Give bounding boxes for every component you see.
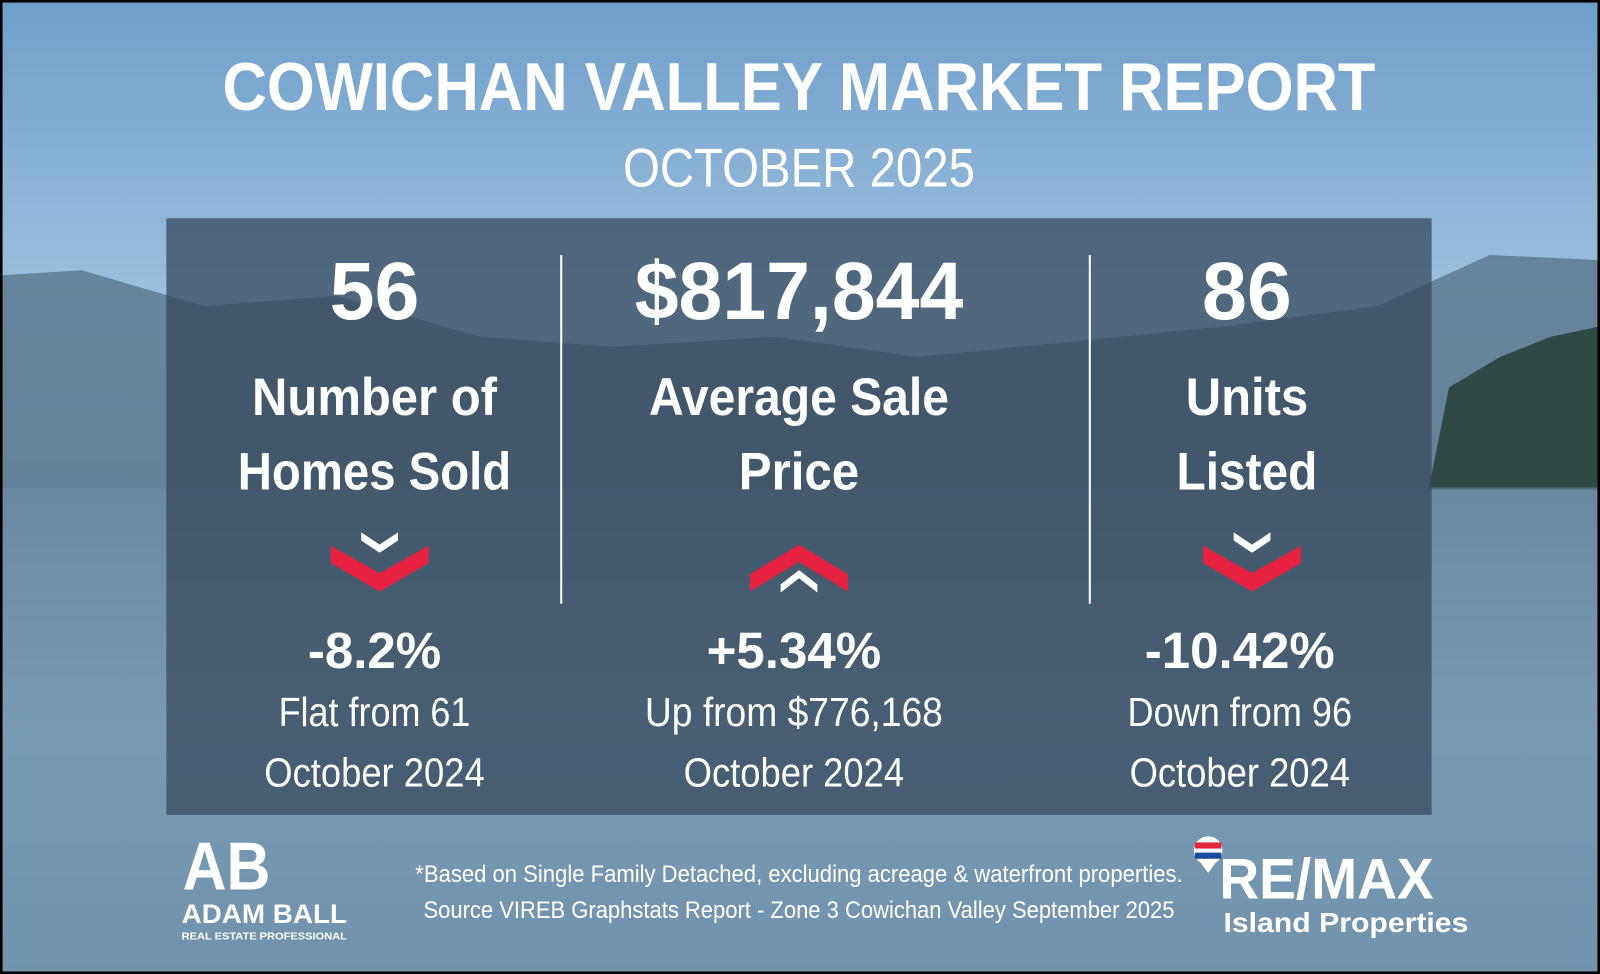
- stat-note: October 2024: [684, 749, 904, 795]
- down-arrow: [1203, 545, 1302, 592]
- brokerage-name: Island Properties: [1223, 907, 1468, 938]
- agent-logo: AB: [183, 829, 271, 904]
- stat-value: 56: [330, 246, 420, 337]
- down-arrow: [1233, 532, 1271, 553]
- disclaimer: *Based on Single Family Detached, exclud…: [415, 861, 1182, 888]
- stat-label: Units: [1186, 368, 1308, 427]
- stat-label: Price: [739, 443, 859, 502]
- disclaimer: Source VIREB Graphstats Report - Zone 3 …: [423, 897, 1174, 924]
- stat-label: Homes Sold: [238, 443, 511, 502]
- title: COWICHAN VALLEY MARKET REPORT: [222, 50, 1375, 125]
- stat-note: October 2024: [264, 749, 484, 795]
- stat-label: Average Sale: [649, 368, 949, 427]
- brokerage-logo: RE/MAX: [1219, 848, 1433, 912]
- subtitle: OCTOBER 2025: [623, 137, 975, 199]
- up-arrow: [780, 570, 818, 593]
- down-arrow: [330, 545, 429, 592]
- stat-label: Number of: [252, 368, 497, 427]
- stat-note: Flat from 61: [279, 689, 471, 735]
- stat-note: Up from $776,168: [645, 689, 943, 735]
- stat-change: -8.2%: [308, 622, 441, 679]
- down-arrow: [361, 532, 398, 553]
- stat-change: +5.34%: [707, 622, 881, 679]
- stat-change: -10.42%: [1145, 622, 1335, 679]
- stats-panel: [166, 218, 1432, 815]
- stat-note: October 2024: [1130, 749, 1350, 795]
- stat-label: Listed: [1177, 443, 1318, 502]
- stat-value: 86: [1202, 246, 1292, 337]
- up-arrow: [750, 544, 848, 592]
- trees: [1428, 326, 1600, 490]
- stat-value: $817,844: [635, 246, 964, 337]
- balloon-icon: [1193, 836, 1223, 874]
- agent-title: REAL ESTATE PROFESSIONAL: [182, 931, 347, 942]
- stat-note: Down from 96: [1128, 689, 1352, 735]
- agent-name: ADAM BALL: [182, 899, 347, 929]
